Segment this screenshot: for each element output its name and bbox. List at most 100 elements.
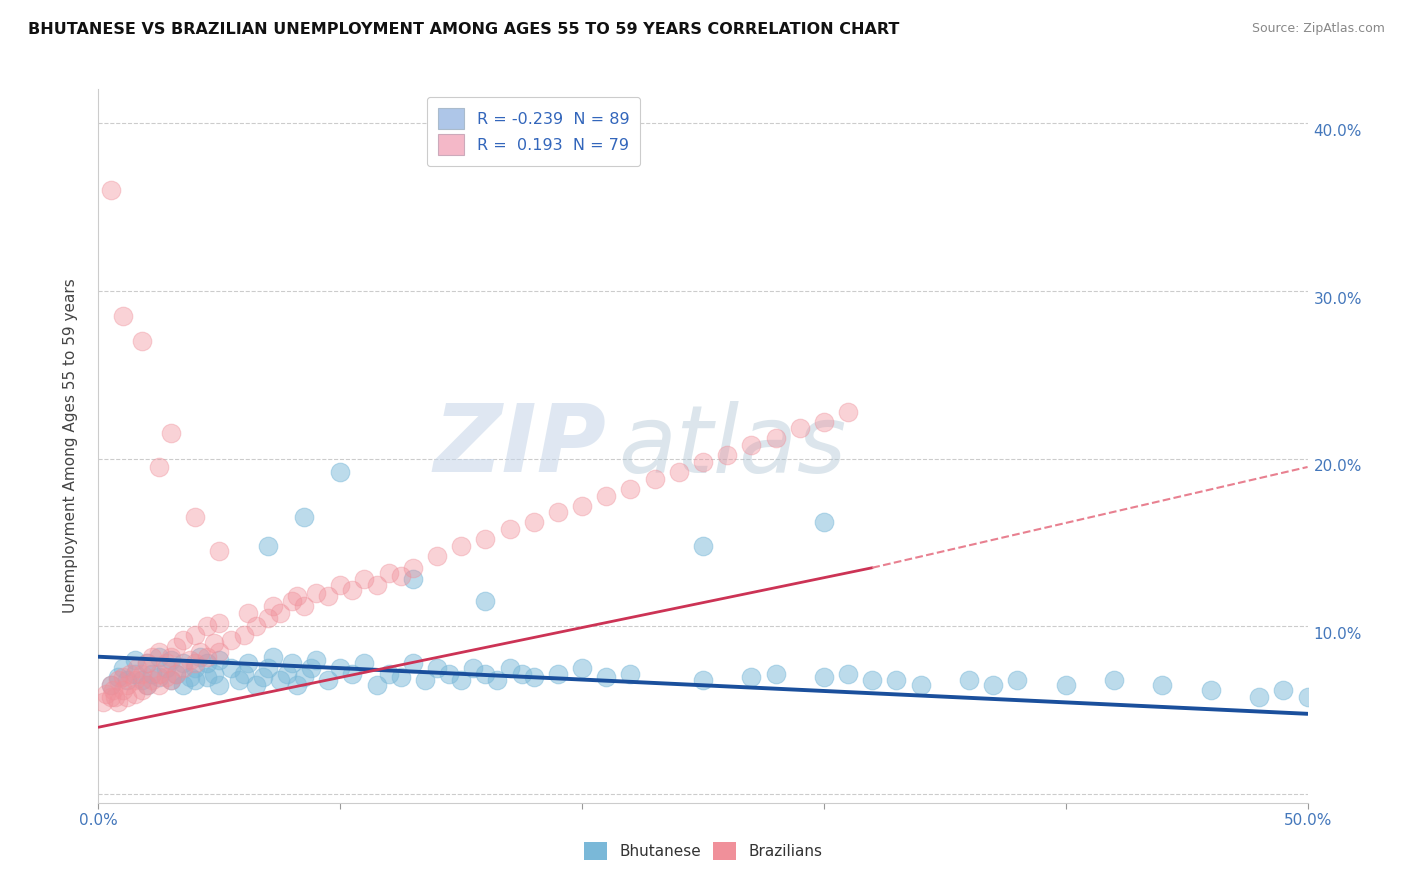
Point [155,657,177,671]
Point [740,438,762,452]
Point [172,657,194,671]
Point [765,432,787,446]
Point [353,573,375,587]
Point [329,577,352,591]
Point [716,448,738,462]
Point [1199,683,1222,698]
Point [172,678,194,692]
Point [179,670,201,684]
Point [523,516,546,530]
Point [195,670,218,684]
Point [111,670,134,684]
Point [155,661,177,675]
Point [813,670,835,684]
Point [100,678,122,692]
Point [342,582,364,597]
Point [789,421,811,435]
Point [107,695,129,709]
Point [498,522,520,536]
Point [148,460,170,475]
Point [131,683,153,698]
Text: Source: ZipAtlas.com: Source: ZipAtlas.com [1251,22,1385,36]
Point [107,670,129,684]
Text: 40.0%: 40.0% [1313,124,1362,138]
Text: 20.0%: 20.0% [1313,459,1362,475]
Point [117,678,139,692]
Point [644,472,666,486]
Point [316,673,339,688]
Point [377,666,399,681]
Point [195,657,218,671]
Point [981,678,1004,692]
Point [426,661,449,675]
Point [366,678,388,692]
Point [262,649,284,664]
Point [692,539,714,553]
Point [450,539,472,553]
Point [281,594,304,608]
Point [547,666,569,681]
Point [117,690,139,704]
Point [204,666,226,681]
Point [221,661,243,675]
Point [1152,678,1174,692]
Point [1102,673,1125,688]
Point [276,666,298,681]
Point [547,505,569,519]
Point [305,653,328,667]
Point [910,678,932,692]
Point [141,649,163,664]
Point [402,657,425,671]
Point [94,687,117,701]
Point [184,628,207,642]
Point [131,666,153,681]
Point [245,619,267,633]
Point [232,666,254,681]
Point [184,510,207,524]
Point [179,653,201,667]
Point [155,670,177,684]
Point [184,657,207,671]
Point [413,673,436,688]
Point [619,666,641,681]
Point [450,673,472,688]
Point [160,649,183,664]
Point [160,673,183,688]
Point [262,599,284,614]
Point [135,678,157,692]
Text: ZIP: ZIP [433,400,606,492]
Point [377,566,399,580]
Point [111,661,134,675]
Point [1249,690,1271,704]
Point [292,510,315,524]
Point [256,611,278,625]
Text: BHUTANESE VS BRAZILIAN UNEMPLOYMENT AMONG AGES 55 TO 59 YEARS CORRELATION CHART: BHUTANESE VS BRAZILIAN UNEMPLOYMENT AMON… [28,22,900,37]
Point [165,666,187,681]
Point [437,666,460,681]
Point [204,636,226,650]
Point [957,673,980,688]
Point [160,673,183,688]
Point [141,673,163,688]
Point [232,628,254,642]
Text: 30.0%: 30.0% [1313,292,1362,307]
Point [135,678,157,692]
Point [238,657,260,671]
Point [1007,673,1029,688]
Point [510,666,533,681]
Point [329,661,352,675]
Y-axis label: Unemployment Among Ages 55 to 59 years: Unemployment Among Ages 55 to 59 years [63,278,77,614]
Point [353,657,375,671]
Point [342,666,364,681]
Point [135,657,157,671]
Point [285,589,308,603]
Point [692,673,714,688]
Point [837,404,859,418]
Point [238,606,260,620]
Point [813,415,835,429]
Point [124,687,146,701]
Point [256,539,278,553]
Legend: Bhutanese, Brazilians: Bhutanese, Brazilians [578,836,828,866]
Point [124,666,146,681]
Point [104,690,127,704]
